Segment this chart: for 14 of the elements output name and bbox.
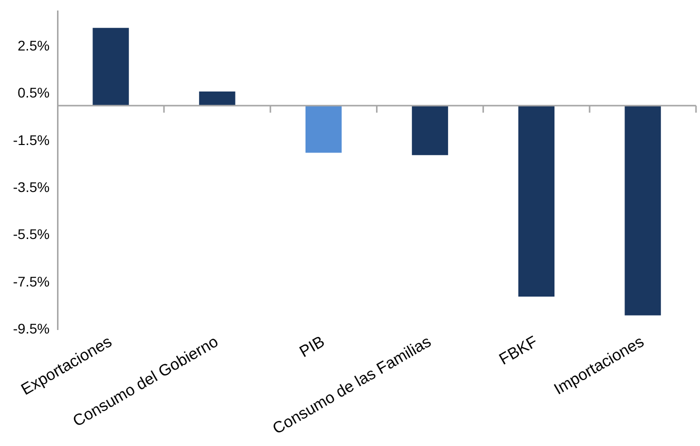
x-tick-label: PIB xyxy=(296,333,328,362)
bar xyxy=(624,106,661,316)
bar xyxy=(199,92,236,106)
y-tick-label: -1.5% xyxy=(12,132,50,148)
bar xyxy=(92,28,129,106)
bar xyxy=(518,106,554,297)
y-tick-label: -5.5% xyxy=(12,226,50,242)
y-tick-label: -9.5% xyxy=(12,320,50,336)
y-tick-label: 2.5% xyxy=(18,38,50,54)
y-tick-label: 0.5% xyxy=(18,84,50,101)
y-tick-label: -3.5% xyxy=(12,179,50,196)
y-tick-label: -7.5% xyxy=(12,273,50,290)
bar xyxy=(412,106,448,156)
bar xyxy=(305,106,342,153)
